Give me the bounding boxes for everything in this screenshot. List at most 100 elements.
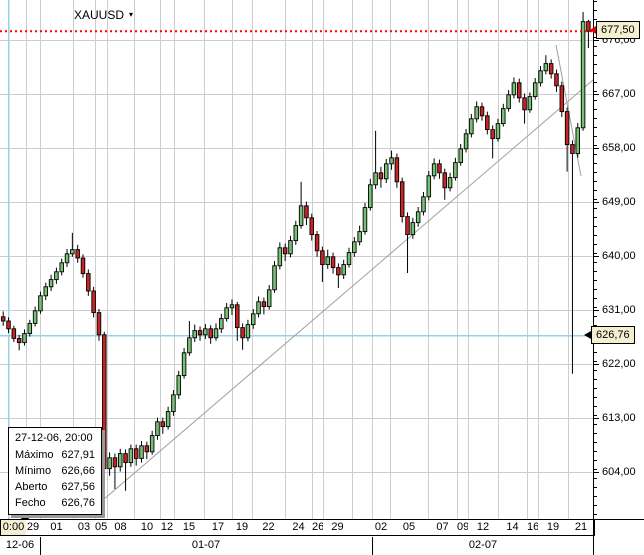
candle-down	[240, 327, 245, 339]
chart-plot-area[interactable]: XAUUSD ▾ 27-12-06, 20:00 Máximo 627,91 Mín…	[0, 0, 593, 519]
candle-up	[187, 337, 192, 354]
candle-up	[527, 96, 533, 111]
candle-up	[538, 70, 543, 84]
tooltip-rows: Máximo 627,91 Mínimo 626,66 Aberto 627,56 Fech…	[9, 447, 101, 511]
candle-down	[437, 163, 442, 174]
minor-tick	[594, 433, 597, 434]
tooltip-row: Mínimo 626,66	[9, 463, 101, 479]
minor-tick	[594, 46, 597, 47]
price-tick-label: 640,00	[602, 250, 636, 262]
tooltip-row-label: Aberto	[15, 481, 48, 493]
candle-up	[128, 448, 134, 464]
candlestick-chart[interactable]	[0, 0, 593, 519]
candle-up	[362, 207, 368, 233]
tooltip-row: Fecho 626,76	[9, 495, 101, 511]
tooltip-row: Máximo 627,91	[9, 447, 101, 463]
major-tick	[594, 364, 599, 365]
candle-up	[192, 330, 197, 339]
candle-up	[293, 225, 299, 242]
month-label: 12-06	[5, 539, 35, 551]
minor-tick	[594, 1, 597, 2]
minor-tick	[594, 361, 597, 362]
candle-up	[389, 157, 394, 165]
candle-down	[208, 328, 213, 339]
minor-tick	[594, 496, 597, 497]
candle-down	[570, 144, 575, 155]
candle-down	[102, 334, 107, 470]
time-cell: 03	[73, 520, 96, 536]
candle-down	[6, 320, 11, 330]
month-label: 01-07	[191, 539, 221, 551]
current-price-label: 677,50	[596, 21, 640, 39]
candle-up	[463, 133, 469, 150]
time-cell: 0:00	[0, 520, 27, 536]
time-axis[interactable]: 0:00 29 01 03 05 08 10 12 15 17 19 22 24 26 29 02 05 07 09…	[0, 514, 644, 555]
candle-down	[235, 304, 240, 329]
candle-down	[490, 129, 495, 140]
candle-up	[580, 21, 586, 129]
candle-up	[325, 256, 330, 266]
candle-down	[123, 453, 128, 464]
minor-tick	[594, 118, 597, 119]
candle-down	[304, 205, 309, 219]
candle-down	[378, 172, 384, 180]
time-cell: 05	[95, 520, 108, 536]
candle-up	[266, 289, 272, 308]
candle-up	[54, 271, 59, 281]
minor-tick	[594, 244, 597, 245]
time-cell: 22	[252, 520, 286, 536]
candle-down	[522, 97, 527, 111]
time-cell: 02	[372, 520, 391, 536]
candle-up	[22, 333, 27, 344]
chevron-down-icon: ▾	[129, 10, 134, 19]
candle-down	[405, 216, 410, 236]
minor-tick	[594, 226, 597, 227]
price-tick-label: 622,00	[602, 358, 636, 370]
minor-tick	[594, 298, 597, 299]
candle-up	[272, 265, 277, 291]
candle-up	[165, 411, 171, 428]
candle-down	[394, 157, 400, 183]
candle-down	[559, 85, 565, 113]
minor-tick	[594, 154, 597, 155]
minor-tick	[594, 64, 597, 65]
price-axis[interactable]: 676,00 667,00 658,00 649,00 640,00 631,00 622,…	[593, 0, 644, 519]
candle-down	[160, 421, 166, 428]
minor-tick	[594, 442, 597, 443]
time-cell: 08	[107, 520, 135, 536]
candle-down	[336, 267, 341, 276]
candle-up	[213, 328, 219, 339]
candle-up	[426, 175, 432, 198]
minor-tick	[594, 235, 597, 236]
candle-up	[532, 82, 538, 98]
candle-up	[495, 123, 501, 140]
minor-tick	[594, 406, 597, 407]
candle-down	[144, 445, 150, 453]
candle-up	[415, 211, 421, 224]
minor-tick	[594, 424, 597, 425]
current-price-badge: 677,50	[590, 21, 640, 39]
candle-up	[575, 127, 581, 155]
candle-up	[149, 435, 155, 453]
minor-tick	[594, 82, 597, 83]
symbol-selector[interactable]: XAUUSD ▾	[74, 8, 133, 22]
time-cell: 01	[40, 520, 74, 536]
minor-tick	[594, 325, 597, 326]
minor-tick	[594, 307, 597, 308]
time-cell: 12	[160, 520, 175, 536]
time-cell: 05	[390, 520, 429, 536]
candle-up	[250, 313, 256, 326]
minor-tick	[594, 262, 597, 263]
candle-up	[458, 148, 463, 164]
candle-up	[219, 318, 224, 330]
tooltip-datetime: 27-12-06, 20:00	[15, 432, 93, 444]
candle-up	[469, 118, 474, 135]
candle-up	[245, 324, 251, 339]
minor-tick	[594, 253, 597, 254]
candle-up	[203, 328, 208, 336]
candle-down	[309, 217, 315, 236]
candle-up	[357, 231, 362, 243]
minor-tick	[594, 73, 597, 74]
tooltip-row-value: 627,91	[61, 449, 95, 461]
